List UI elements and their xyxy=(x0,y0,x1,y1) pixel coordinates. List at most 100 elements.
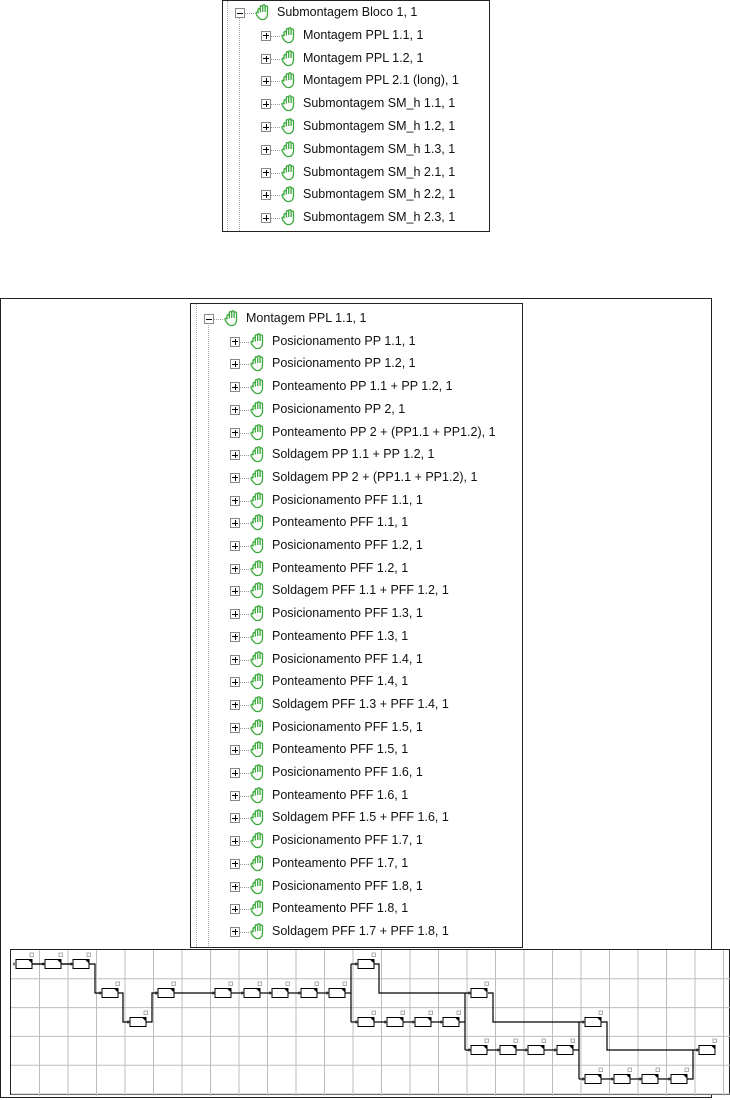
expand-icon[interactable] xyxy=(230,745,240,756)
tree-item[interactable]: Posicionamento PFF 1.4, 1 xyxy=(191,650,522,670)
tree-item[interactable]: Submontagem SM_h 1.3, 1 xyxy=(223,140,489,160)
node-handle-icon xyxy=(400,1010,405,1015)
tree-item[interactable]: Ponteamento PFF 1.3, 1 xyxy=(191,627,522,647)
tree-item[interactable]: Submontagem SM_h 2.3, 1 xyxy=(223,208,489,228)
tree-item[interactable]: Posicionamento PFF 1.7, 1 xyxy=(191,831,522,851)
expand-icon[interactable] xyxy=(230,904,240,915)
tree-item[interactable]: Ponteamento PFF 1.1, 1 xyxy=(191,513,522,533)
expand-icon[interactable] xyxy=(230,541,240,551)
tree-item[interactable]: Posicionamento PP 1.1, 1 xyxy=(191,332,522,352)
tree-item[interactable]: Submontagem SM_h 2.1, 1 xyxy=(223,163,489,183)
tree-connector xyxy=(239,500,249,502)
expand-icon[interactable] xyxy=(230,609,240,620)
node-handle-icon xyxy=(371,952,376,957)
expand-icon[interactable] xyxy=(230,881,240,892)
expand-icon[interactable] xyxy=(230,563,240,574)
expand-icon[interactable] xyxy=(261,167,271,178)
tree-item[interactable]: Posicionamento PFF 1.6, 1 xyxy=(191,763,522,783)
expand-icon[interactable] xyxy=(261,76,271,87)
expand-icon[interactable] xyxy=(261,190,271,201)
expand-icon[interactable] xyxy=(230,359,240,370)
tree-item[interactable]: Submontagem SM_h 2.2, 1 xyxy=(223,185,489,205)
tree-item[interactable]: Soldagem PP 1.1 + PP 1.2, 1 xyxy=(191,445,522,465)
expand-icon[interactable] xyxy=(230,654,240,665)
tree-view-montagem[interactable]: Montagem PPL 1.1, 1 Posicionamento PP 1.1… xyxy=(190,303,523,948)
expand-icon[interactable] xyxy=(230,722,240,733)
tree-item[interactable]: Montagem PPL 2.1 (long), 1 xyxy=(223,71,489,91)
expand-icon[interactable] xyxy=(261,30,271,41)
process-node xyxy=(357,959,375,969)
node-handle-icon xyxy=(570,1038,575,1043)
tree-item[interactable]: Ponteamento PFF 1.7, 1 xyxy=(191,854,522,874)
collapse-icon[interactable] xyxy=(204,314,214,324)
expand-icon[interactable] xyxy=(230,631,240,642)
tree-connector xyxy=(270,195,280,197)
expand-icon[interactable] xyxy=(230,813,240,824)
tree-item[interactable]: Ponteamento PFF 1.5, 1 xyxy=(191,740,522,760)
tree-item-label: Submontagem SM_h 2.1, 1 xyxy=(303,164,456,179)
tree-item-label: Ponteamento PFF 1.1, 1 xyxy=(272,515,409,530)
expand-icon[interactable] xyxy=(230,518,240,529)
tree-connector xyxy=(239,568,249,570)
tree-root-item[interactable]: Submontagem Bloco 1, 1 xyxy=(223,3,489,23)
tree-item[interactable]: Submontagem SM_h 1.2, 1 xyxy=(223,117,489,137)
expand-icon[interactable] xyxy=(230,926,240,937)
tree-item[interactable]: Posicionamento PP 2, 1 xyxy=(191,400,522,420)
expand-icon[interactable] xyxy=(230,699,240,710)
tree-item-label: Soldagem PP 1.1 + PP 1.2, 1 xyxy=(272,447,435,462)
expand-icon[interactable] xyxy=(230,677,240,688)
tree-item[interactable]: Montagem PPL 1.1, 1 xyxy=(223,26,489,46)
expand-icon[interactable] xyxy=(230,790,240,801)
tree-item[interactable]: Posicionamento PFF 1.1, 1 xyxy=(191,491,522,511)
tree-item[interactable]: Ponteamento PFF 1.2, 1 xyxy=(191,559,522,579)
expand-icon[interactable] xyxy=(261,122,271,132)
tree-item-label: Ponteamento PFF 1.7, 1 xyxy=(272,855,409,870)
node-corner-marker xyxy=(483,988,487,993)
process-node xyxy=(72,959,90,969)
tree-item[interactable]: Ponteamento PP 1.1 + PP 1.2, 1 xyxy=(191,377,522,397)
tree-item-label: Posicionamento PFF 1.4, 1 xyxy=(272,651,423,666)
process-node xyxy=(44,959,62,969)
expand-icon[interactable] xyxy=(261,213,271,224)
expand-icon[interactable] xyxy=(261,99,271,110)
tree-item-label: Soldagem PFF 1.1 + PFF 1.2, 1 xyxy=(272,583,449,598)
tree-item[interactable]: Ponteamento PFF 1.6, 1 xyxy=(191,786,522,806)
tree-item[interactable]: Soldagem PFF 1.3 + PFF 1.4, 1 xyxy=(191,695,522,715)
expand-icon[interactable] xyxy=(230,586,240,597)
tree-item[interactable]: Posicionamento PFF 1.2, 1 xyxy=(191,536,522,556)
expand-icon[interactable] xyxy=(261,53,271,64)
tree-item[interactable]: Soldagem PFF 1.7 + PFF 1.8, 1 xyxy=(191,922,522,942)
expand-icon[interactable] xyxy=(230,336,240,347)
hand-icon xyxy=(250,673,266,690)
tree-item[interactable]: Ponteamento PFF 1.8, 1 xyxy=(191,899,522,919)
tree-item[interactable]: Posicionamento PP 1.2, 1 xyxy=(191,354,522,374)
tree-item[interactable]: Posicionamento PFF 1.8, 1 xyxy=(191,877,522,897)
expand-icon[interactable] xyxy=(230,858,240,869)
expand-icon[interactable] xyxy=(230,404,240,415)
expand-icon[interactable] xyxy=(230,382,240,393)
tree-item-label: Soldagem PP 2 + (PP1.1 + PP1.2), 1 xyxy=(272,469,478,484)
tree-root-item[interactable]: Montagem PPL 1.1, 1 xyxy=(191,309,522,329)
tree-item[interactable]: Montagem PPL 1.2, 1 xyxy=(223,49,489,69)
expand-icon[interactable] xyxy=(230,495,240,506)
tree-item[interactable]: Soldagem PFF 1.1 + PFF 1.2, 1 xyxy=(191,581,522,601)
tree-item[interactable]: Ponteamento PFF 1.4, 1 xyxy=(191,672,522,692)
expand-icon[interactable] xyxy=(230,450,240,461)
tree-item[interactable]: Soldagem PP 2 + (PP1.1 + PP1.2), 1 xyxy=(191,468,522,488)
tree-item[interactable]: Posicionamento PFF 1.5, 1 xyxy=(191,718,522,738)
expand-icon[interactable] xyxy=(230,427,240,438)
tree-view-submontagem[interactable]: Submontagem Bloco 1, 1 Montagem PPL 1.1, … xyxy=(222,0,490,232)
tree-item-label: Posicionamento PFF 1.6, 1 xyxy=(272,765,423,779)
hand-icon xyxy=(250,332,266,350)
node-corner-marker xyxy=(569,1045,573,1050)
expand-icon[interactable] xyxy=(230,472,240,483)
tree-item[interactable]: Ponteamento PP 2 + (PP1.1 + PP1.2), 1 xyxy=(191,423,522,443)
expand-icon[interactable] xyxy=(261,144,271,155)
tree-item[interactable]: Submontagem SM_h 1.1, 1 xyxy=(223,94,489,114)
collapse-icon[interactable] xyxy=(235,8,245,18)
tree-item[interactable]: Soldagem PFF 1.5 + PFF 1.6, 1 xyxy=(191,808,522,828)
node-corner-marker xyxy=(399,1017,403,1022)
expand-icon[interactable] xyxy=(230,836,240,847)
tree-item[interactable]: Posicionamento PFF 1.3, 1 xyxy=(191,604,522,624)
expand-icon[interactable] xyxy=(230,768,240,778)
